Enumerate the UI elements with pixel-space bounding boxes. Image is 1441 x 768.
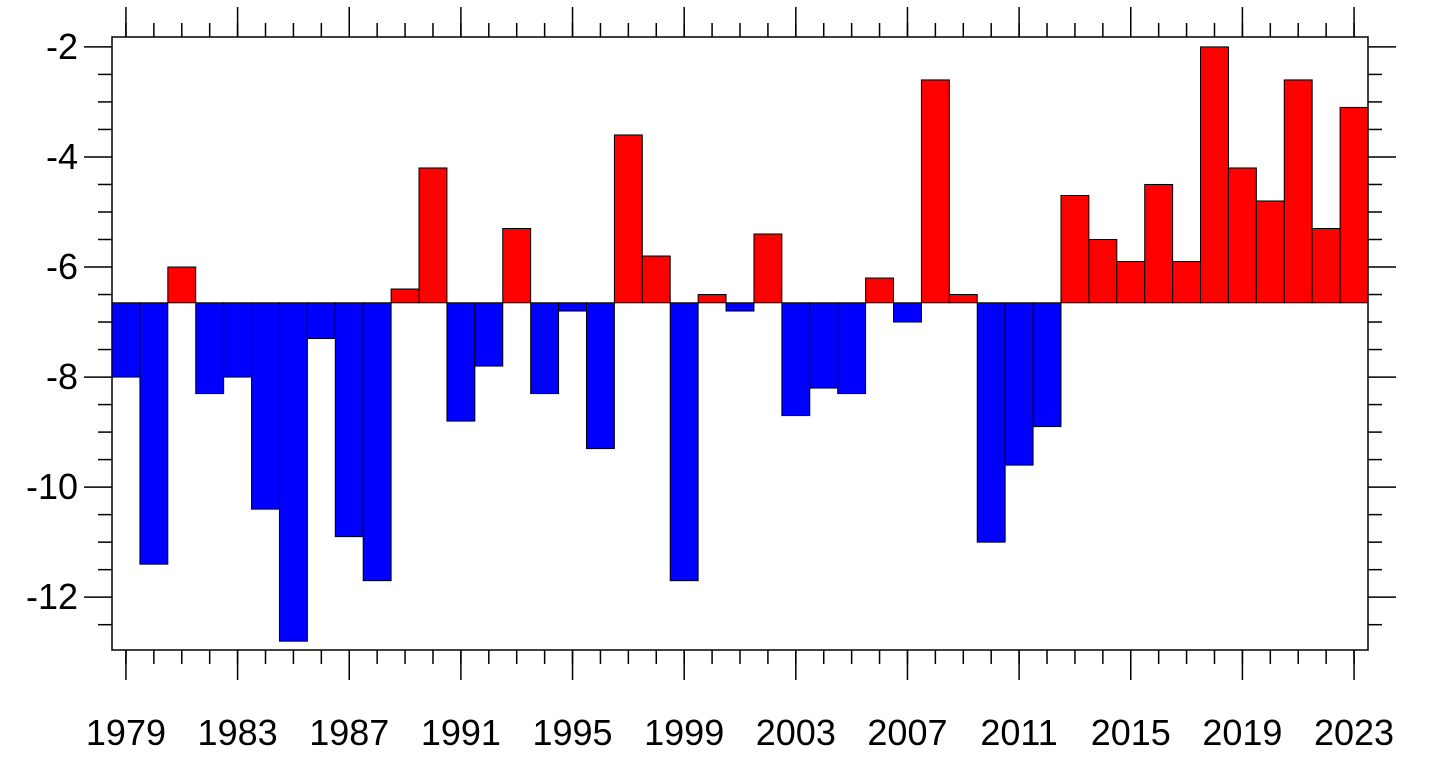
bar	[585, 302, 615, 450]
bar	[613, 134, 643, 304]
bar	[1339, 106, 1369, 304]
bar	[865, 277, 895, 304]
x-tick-label: 1987	[309, 712, 389, 753]
bar	[1283, 79, 1313, 304]
bar	[697, 294, 727, 304]
y-tick-label: -2	[46, 26, 78, 67]
bar	[558, 302, 587, 312]
bar	[111, 302, 141, 378]
x-tick-label: 1983	[198, 712, 278, 753]
bar	[948, 294, 978, 304]
bar	[390, 288, 420, 304]
bar	[1032, 302, 1062, 428]
bar	[1200, 46, 1229, 304]
y-tick-label: -8	[46, 356, 78, 397]
y-tick-label: -12	[26, 576, 78, 617]
y-tick-label: -4	[46, 136, 78, 177]
bar	[334, 302, 364, 538]
bar	[195, 302, 225, 395]
x-tick-label: 2003	[756, 712, 836, 753]
bar	[502, 227, 532, 304]
bar	[167, 266, 197, 304]
bar	[669, 302, 699, 582]
bar	[1060, 194, 1090, 304]
bar	[641, 255, 671, 304]
bar	[139, 302, 169, 565]
bar	[223, 302, 253, 378]
x-tick-label: 2015	[1091, 712, 1171, 753]
x-tick-label: 2007	[867, 712, 947, 753]
x-tick-label: 1999	[644, 712, 724, 753]
bar	[474, 302, 504, 367]
bar	[1172, 261, 1202, 304]
x-tick-label: 1979	[86, 712, 166, 753]
bar	[251, 302, 280, 510]
bar	[418, 167, 448, 304]
x-tick-label: 2019	[1202, 712, 1282, 753]
bar	[837, 302, 867, 395]
y-tick-label: -10	[26, 466, 78, 507]
bar	[1116, 261, 1146, 304]
bar	[809, 302, 839, 389]
bar	[1004, 302, 1034, 466]
bar	[446, 302, 476, 422]
bar	[1255, 200, 1285, 304]
bar	[893, 302, 922, 323]
bar	[1311, 227, 1341, 304]
bar	[920, 79, 950, 304]
bar	[753, 233, 783, 304]
bar	[306, 302, 336, 340]
bar	[278, 302, 308, 642]
x-tick-label: 2011	[980, 712, 1057, 753]
bar	[1088, 238, 1118, 304]
bar	[1144, 183, 1174, 304]
bar	[976, 302, 1006, 543]
bar	[362, 302, 392, 582]
x-tick-label: 2023	[1314, 712, 1394, 753]
bar	[1227, 167, 1257, 304]
bar	[725, 302, 755, 312]
bar	[530, 302, 560, 395]
x-tick-label: 1991	[421, 712, 501, 753]
bar	[781, 302, 811, 417]
x-tick-label: 1995	[532, 712, 612, 753]
y-tick-label: -6	[46, 246, 78, 287]
